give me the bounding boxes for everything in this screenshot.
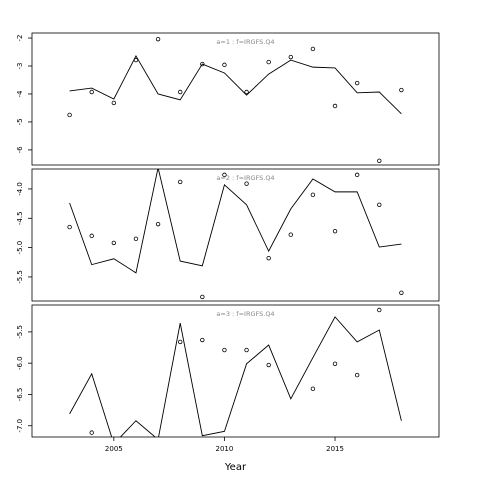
point (244, 181, 249, 186)
point (200, 294, 205, 300)
point (133, 236, 139, 242)
y-tick-label: -3 (16, 63, 24, 70)
point (244, 347, 249, 353)
point (67, 224, 72, 230)
point (133, 57, 139, 63)
y-tick-label: -4 (16, 90, 24, 98)
point (332, 228, 338, 234)
point (200, 61, 205, 67)
point (332, 103, 338, 109)
y-tick-label: -4.0 (16, 182, 24, 196)
line (69, 54, 402, 115)
panel-frame (31, 304, 440, 438)
point (310, 46, 316, 52)
point (111, 100, 117, 106)
point (266, 255, 271, 261)
y-tick-label: -6.5 (16, 388, 24, 402)
point (178, 179, 183, 185)
point (222, 62, 227, 68)
point (288, 232, 293, 237)
y-tick-label: -6 (16, 146, 24, 154)
annotation: a=3 : f=IRGFS.Q4 (216, 310, 274, 318)
point (399, 87, 404, 93)
point (377, 307, 382, 313)
x-axis-label: Year (224, 462, 247, 473)
panel-frame (31, 168, 440, 302)
y-tick-label: -5.0 (16, 241, 24, 255)
y-tick-label: -6.0 (16, 356, 24, 370)
panel (67, 169, 404, 300)
point (266, 362, 271, 368)
point (399, 290, 404, 295)
point (332, 361, 338, 367)
point (288, 54, 293, 60)
point (222, 347, 227, 353)
y-tick-label: -2 (16, 35, 24, 42)
point (178, 339, 183, 345)
y-tick-label: -4.5 (16, 211, 24, 225)
panel (67, 36, 404, 164)
y-tick-label: -5 (16, 118, 24, 125)
point (89, 89, 94, 95)
point (67, 112, 72, 118)
point (111, 240, 117, 246)
point (155, 221, 161, 227)
point (377, 202, 382, 207)
y-tick-label: -7.0 (16, 419, 24, 433)
annotation: a=1 : f=IRGFS.Q4 (216, 38, 274, 46)
y-tick-label: -5.5 (16, 325, 24, 339)
point (354, 172, 360, 178)
x-tick-label: 2010 (216, 445, 234, 453)
point (310, 386, 316, 392)
point (354, 80, 360, 86)
point (178, 89, 183, 95)
point (89, 430, 94, 435)
panel (69, 307, 402, 437)
point (155, 36, 161, 42)
point (354, 372, 360, 378)
point (222, 172, 227, 178)
annotation: a=2 : f=IRGFS.Q4 (216, 174, 274, 182)
point (377, 158, 382, 164)
y-tick-label: -5.5 (16, 270, 24, 284)
point (89, 233, 94, 239)
panel-frame (31, 32, 440, 166)
line (69, 169, 402, 274)
point (200, 337, 205, 343)
point (244, 89, 249, 95)
x-tick-label: 2005 (105, 445, 123, 453)
x-tick-label: 2015 (326, 445, 344, 453)
line (69, 316, 402, 437)
point (310, 192, 316, 198)
point (266, 59, 271, 65)
